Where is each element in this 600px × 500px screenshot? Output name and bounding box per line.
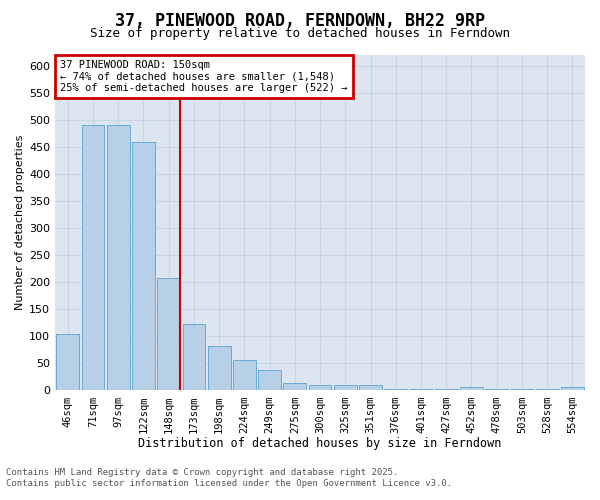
X-axis label: Distribution of detached houses by size in Ferndown: Distribution of detached houses by size … (139, 437, 502, 450)
Bar (82, 126, 104, 390)
Bar (359, 384, 382, 390)
Bar (208, 346, 230, 391)
Bar (309, 385, 331, 390)
Bar (182, 324, 205, 390)
Text: Contains HM Land Registry data © Crown copyright and database right 2025.
Contai: Contains HM Land Registry data © Crown c… (6, 468, 452, 487)
Bar (258, 370, 281, 390)
Text: 37, PINEWOOD ROAD, FERNDOWN, BH22 9RP: 37, PINEWOOD ROAD, FERNDOWN, BH22 9RP (115, 12, 485, 30)
Text: Size of property relative to detached houses in Ferndown: Size of property relative to detached ho… (90, 28, 510, 40)
Bar (283, 383, 306, 390)
Bar (56, 334, 79, 390)
Bar (107, 126, 130, 390)
Y-axis label: Number of detached properties: Number of detached properties (15, 135, 25, 310)
Bar (460, 387, 483, 390)
Bar (233, 360, 256, 390)
Text: 37 PINEWOOD ROAD: 150sqm
← 74% of detached houses are smaller (1,548)
25% of sem: 37 PINEWOOD ROAD: 150sqm ← 74% of detach… (61, 60, 348, 93)
Bar (132, 142, 155, 390)
Bar (334, 384, 356, 390)
Bar (561, 387, 584, 390)
Bar (157, 278, 180, 390)
